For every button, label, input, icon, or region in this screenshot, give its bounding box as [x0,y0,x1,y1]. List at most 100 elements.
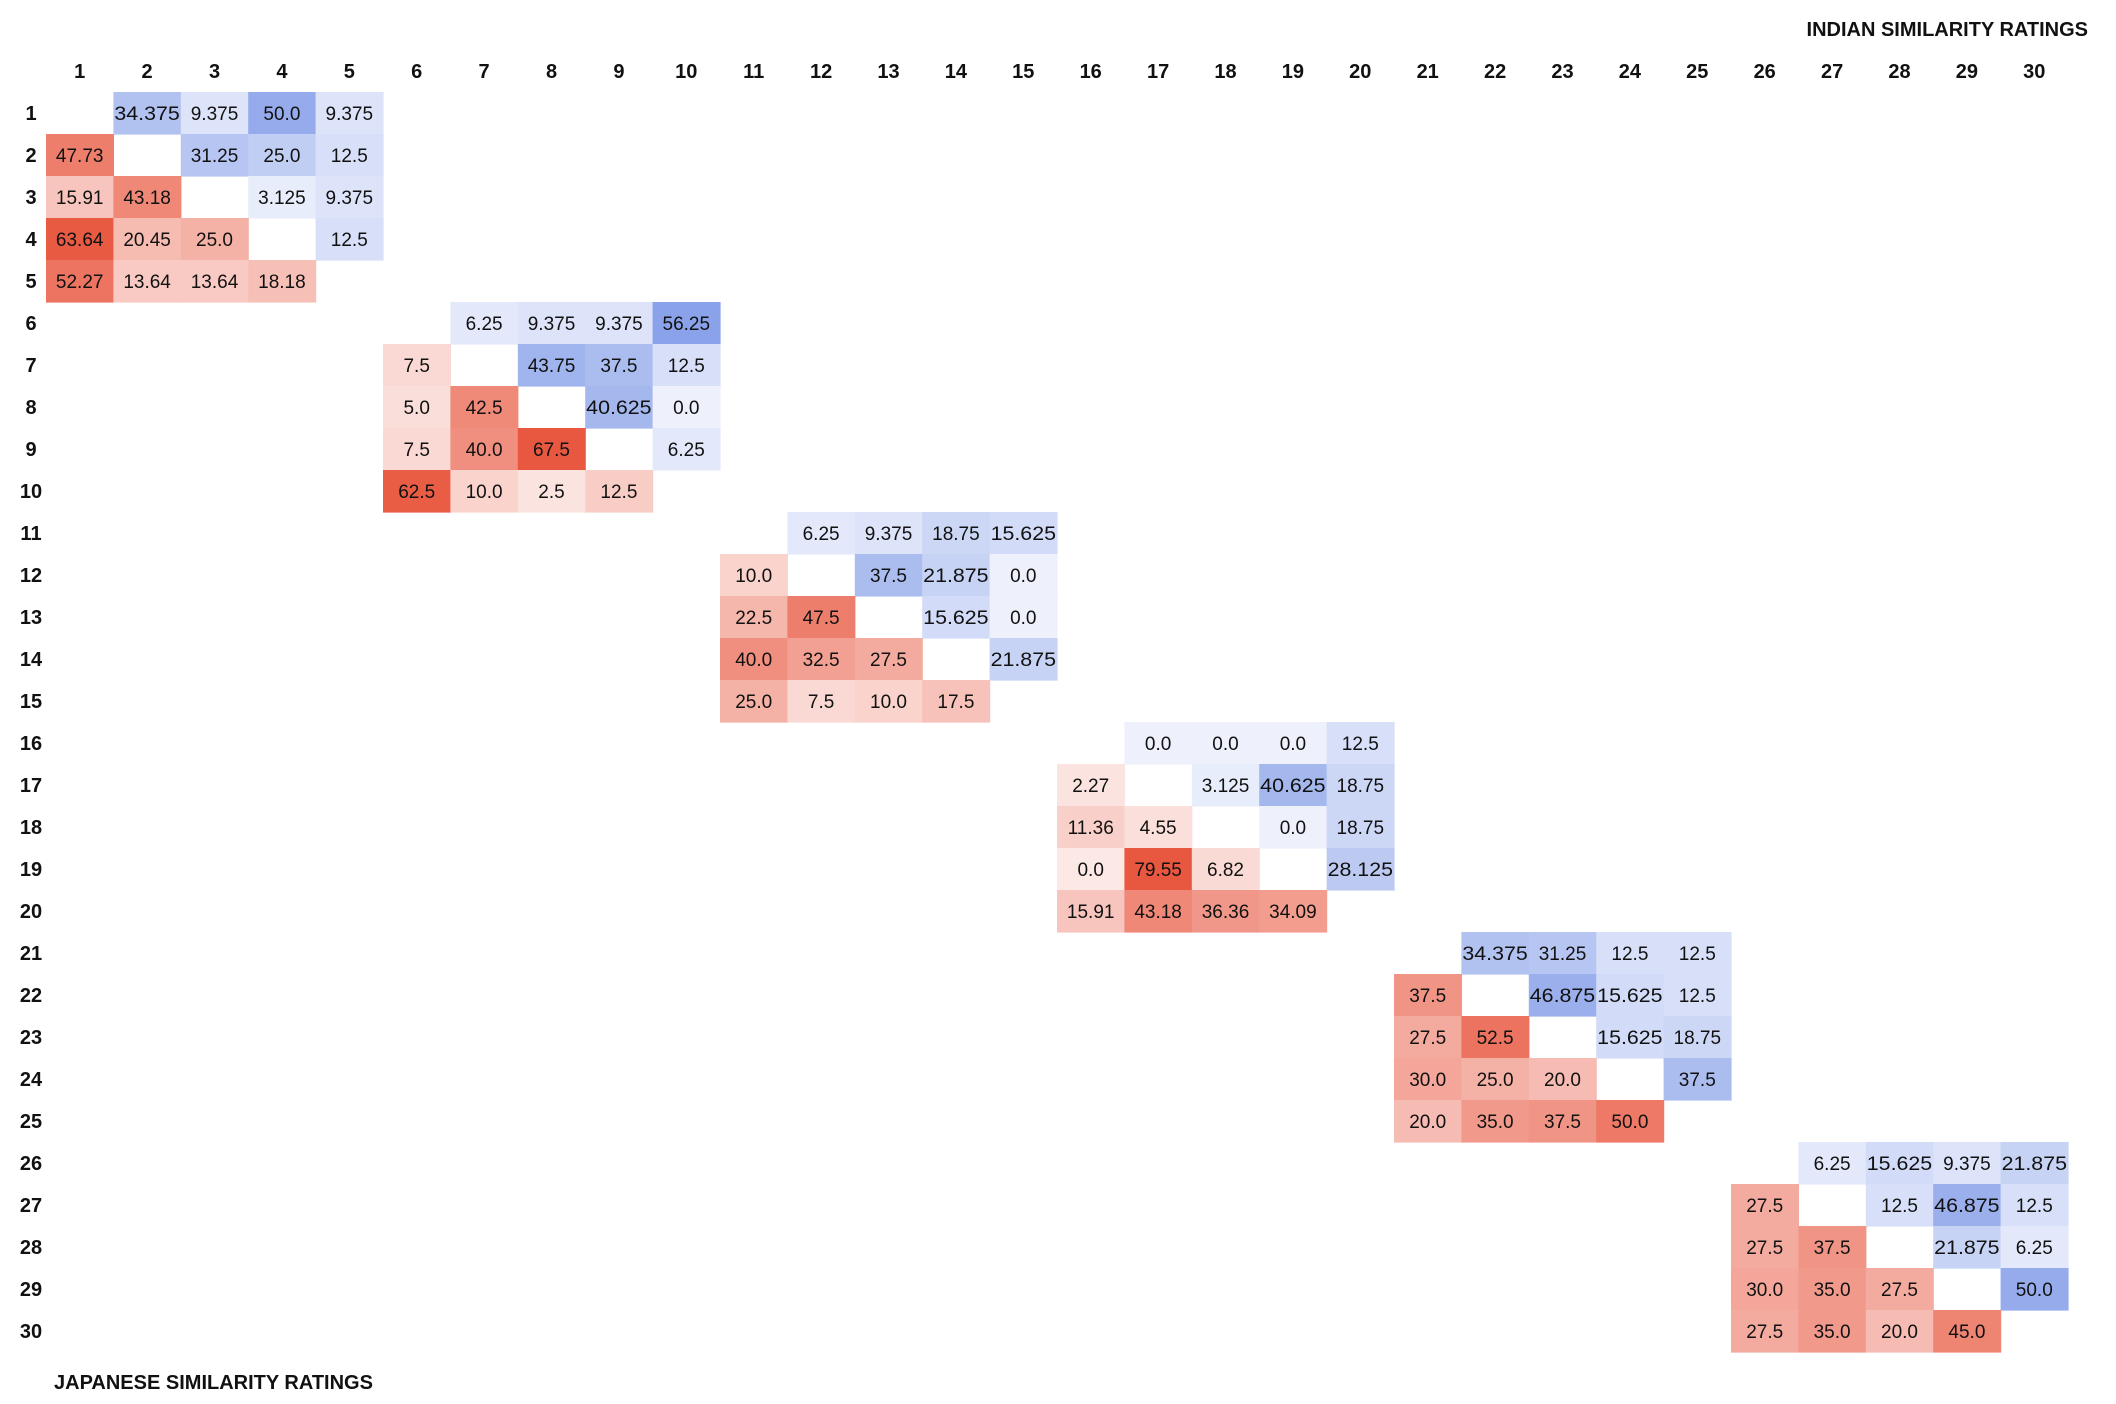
indian-value-21-22: 34.375 [1462,944,1527,965]
indian-value-12-14: 21.875 [923,566,988,587]
japanese-cell-14-12 [787,638,856,681]
heatmap-cells: 34.375 9.375 50.0 9.375 31.25 25.0 12.5 3.125 9.… [46,92,2069,1353]
indian-cell-27-30 [2000,1184,2069,1227]
row-label-7: 7 [25,355,36,377]
indian-cell-1-3 [180,92,249,135]
japanese-value-10-9: 12.5 [600,482,637,503]
japanese-value-5-1: 52.27 [56,272,104,293]
column-label-20: 20 [1349,61,1371,83]
indian-cell-8-10 [652,386,721,429]
japanese-value-4-3: 25.0 [196,230,233,251]
indian-value-27-28: 12.5 [1881,1196,1918,1217]
japanese-cell-15-13 [854,680,923,723]
column-label-18: 18 [1214,61,1236,83]
indian-value-22-23: 46.875 [1530,986,1595,1007]
japanese-cell-29-27 [1798,1268,1867,1311]
japanese-value-7-6: 7.5 [403,356,429,377]
row-label-13: 13 [20,607,42,629]
indian-value-14-15: 21.875 [991,650,1056,671]
indian-value-3-4: 3.125 [258,188,306,209]
indian-cell-28-29 [1933,1226,2002,1269]
japanese-value-15-13: 10.0 [870,692,907,713]
japanese-value-10-6: 62.5 [398,482,435,503]
row-label-14: 14 [20,649,43,671]
indian-cell-7-9 [585,344,654,387]
japanese-value-27-26: 27.5 [1746,1196,1783,1217]
row-label-10: 10 [20,481,42,503]
column-label-17: 17 [1147,61,1169,83]
japanese-cell-9-6 [383,428,451,471]
indian-value-26-27: 6.25 [1814,1154,1851,1175]
japanese-cell-23-22 [1461,1016,1530,1059]
japanese-value-18-17: 4.55 [1140,818,1177,839]
indian-value-24-25: 37.5 [1679,1070,1716,1091]
japanese-value-10-8: 2.5 [538,482,564,503]
japanese-value-10-7: 10.0 [466,482,503,503]
japanese-cell-20-19 [1259,890,1328,933]
column-labels: 1 2 3 4 5 6 7 8 9 10 11 12 13 14 15 16 17 18 19 20 21 22 23 24 2… [74,61,2045,83]
indian-value-6-9: 9.375 [595,314,643,335]
japanese-cell-13-11 [720,596,788,639]
column-label-30: 30 [2023,61,2045,83]
japanese-value-5-3: 13.64 [191,272,239,293]
japanese-cell-29-28 [1865,1268,1934,1311]
column-label-1: 1 [74,61,85,83]
indian-cell-27-29 [1933,1184,2002,1227]
column-label-27: 27 [1821,61,1843,83]
japanese-cell-5-1 [46,260,114,303]
column-label-11: 11 [743,61,764,83]
japanese-value-19-17: 79.55 [1134,860,1182,881]
indian-value-11-12: 6.25 [803,524,840,545]
japanese-cell-14-11 [720,638,788,681]
indian-cell-27-28 [1865,1184,1934,1227]
japanese-cell-10-7 [450,470,519,513]
column-label-22: 22 [1484,61,1506,83]
japanese-cell-3-1 [46,176,114,219]
indian-cell-23-25 [1663,1016,1732,1059]
indian-value-17-19: 40.625 [1260,776,1325,797]
indian-value-11-15: 15.625 [991,524,1056,545]
indian-cell-7-8 [517,344,586,387]
indian-value-17-18: 3.125 [1202,776,1250,797]
row-label-11: 11 [20,523,41,545]
indian-value-23-24: 15.625 [1597,1028,1662,1049]
indian-value-3-5: 9.375 [326,188,374,209]
row-label-8: 8 [25,397,36,419]
japanese-value-30-27: 35.0 [1814,1322,1851,1343]
indian-value-11-14: 18.75 [932,524,980,545]
japanese-cell-28-27 [1798,1226,1867,1269]
indian-cell-28-30 [2000,1226,2069,1269]
japanese-value-20-17: 43.18 [1134,902,1182,923]
column-label-16: 16 [1080,61,1102,83]
indian-cell-11-15 [989,512,1058,555]
indian-cell-1-2 [113,92,182,135]
column-label-4: 4 [276,61,288,83]
japanese-value-24-22: 25.0 [1477,1070,1514,1091]
japanese-cell-24-22 [1461,1058,1530,1101]
japanese-cell-20-17 [1124,890,1193,933]
japanese-cell-9-8 [517,428,586,471]
row-label-9: 9 [25,439,36,461]
row-label-5: 5 [25,271,36,293]
japanese-cell-20-16 [1057,890,1125,933]
japanese-value-15-12: 7.5 [808,692,834,713]
row-label-26: 26 [20,1153,42,1175]
indian-value-21-23: 31.25 [1539,944,1587,965]
indian-cell-18-19 [1259,806,1328,849]
japanese-cell-8-6 [383,386,451,429]
row-label-19: 19 [20,859,42,881]
column-label-12: 12 [810,61,832,83]
japanese-value-25-24: 50.0 [1611,1112,1648,1133]
japanese-value-20-16: 15.91 [1067,902,1115,923]
indian-value-27-30: 12.5 [2016,1196,2053,1217]
japanese-cell-13-12 [787,596,856,639]
japanese-cell-4-3 [180,218,249,261]
row-label-23: 23 [20,1027,42,1049]
indian-cell-8-9 [585,386,654,429]
column-label-6: 6 [411,61,422,83]
indian-cell-17-18 [1191,764,1260,807]
column-label-29: 29 [1956,61,1978,83]
indian-value-21-25: 12.5 [1679,944,1716,965]
japanese-cell-17-16 [1057,764,1125,807]
